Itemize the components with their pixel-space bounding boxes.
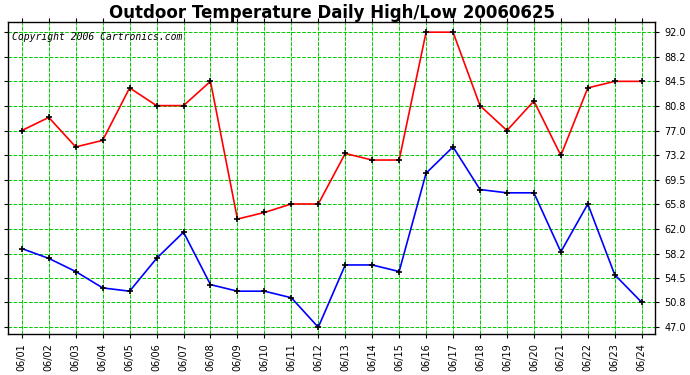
Text: Copyright 2006 Cartronics.com: Copyright 2006 Cartronics.com [12, 32, 182, 42]
Title: Outdoor Temperature Daily High/Low 20060625: Outdoor Temperature Daily High/Low 20060… [109, 4, 555, 22]
